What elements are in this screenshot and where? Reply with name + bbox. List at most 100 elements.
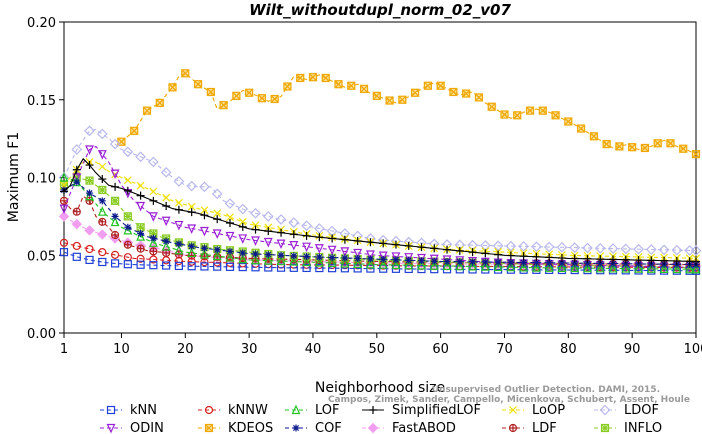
- point-cof: [545, 259, 553, 267]
- point-lof: [493, 261, 503, 272]
- point-cof: [558, 259, 566, 267]
- point-knn: [72, 252, 81, 261]
- point-kdeos: [321, 73, 330, 83]
- point-lof: [365, 258, 375, 269]
- y-tick-label: 0.15: [27, 94, 56, 109]
- point-knn: [98, 257, 107, 267]
- point-ldof: [556, 241, 568, 253]
- point-ldf: [123, 240, 132, 249]
- point-knn: [110, 259, 120, 268]
- point-ldof: [518, 241, 529, 252]
- point-odin: [187, 224, 197, 234]
- point-simplifiedlof: [251, 225, 260, 234]
- point-cof: [252, 250, 260, 258]
- point-knn: [162, 261, 171, 270]
- legend-label: ODIN: [130, 421, 164, 434]
- point-knn: [315, 263, 324, 273]
- point-simplifiedlof: [506, 251, 515, 260]
- point-ldof: [645, 244, 657, 255]
- point-lof: [570, 262, 580, 273]
- point-cof: [226, 247, 234, 255]
- point-lof: [238, 253, 248, 264]
- point-loop: [136, 181, 145, 190]
- point-simplifiedlof: [136, 191, 145, 200]
- y-tick-label: 0.05: [27, 249, 56, 264]
- point-kdeos: [308, 73, 318, 82]
- point-simplifiedlof: [532, 252, 541, 261]
- point-simplifiedlof: [353, 236, 362, 245]
- point-kdeos: [487, 102, 496, 111]
- legend-label: LOF: [315, 403, 340, 418]
- point-kdeos: [449, 87, 458, 97]
- point-simplifiedlof: [494, 250, 503, 259]
- point-kdeos: [283, 82, 292, 91]
- point-lof: [442, 260, 452, 271]
- point-lof: [519, 262, 529, 272]
- legend-marker: [367, 422, 379, 434]
- point-simplifiedlof: [455, 246, 464, 255]
- point-ldf: [59, 196, 69, 205]
- plot-frame: [63, 21, 697, 334]
- point-ldof: [492, 240, 504, 252]
- point-lof: [595, 262, 605, 273]
- point-lof: [97, 206, 107, 216]
- legend-label: LoOP: [532, 403, 565, 418]
- point-knnw: [174, 256, 184, 266]
- point-cof: [149, 234, 157, 242]
- point-ldf: [98, 217, 107, 226]
- series-line-ldof: [63, 128, 697, 252]
- legend-marker: [106, 405, 116, 415]
- legend-marker: [508, 423, 518, 433]
- point-odin: [238, 234, 248, 244]
- point-knn: [328, 264, 337, 273]
- point-loop: [174, 198, 183, 207]
- point-odin: [263, 237, 273, 248]
- point-lof: [302, 256, 312, 267]
- point-odin: [276, 239, 286, 250]
- point-cof: [315, 253, 323, 261]
- point-cof: [430, 257, 438, 265]
- chart-title: Wilt_withoutdupl_norm_02_v07: [249, 1, 511, 19]
- point-knn: [174, 261, 184, 271]
- point-knn: [557, 265, 567, 275]
- point-cof: [303, 252, 311, 260]
- point-odin: [251, 236, 260, 246]
- x-tick-label: 60: [432, 342, 449, 357]
- point-kdeos: [155, 98, 164, 107]
- point-simplifiedlof: [379, 239, 388, 248]
- point-cof: [162, 237, 170, 245]
- point-ldof: [607, 243, 619, 254]
- point-lof: [691, 263, 701, 274]
- legend-item-inflo: INFLO: [594, 421, 662, 434]
- point-knn: [302, 263, 311, 273]
- point-loop: [123, 176, 132, 185]
- legend-label: LDOF: [624, 403, 659, 418]
- point-odin: [110, 169, 120, 180]
- legend-marker: [509, 406, 517, 414]
- point-ldof: [594, 242, 606, 254]
- point-kdeos: [615, 142, 624, 151]
- legend-item-kdeos: KDEOS: [198, 421, 273, 434]
- point-simplifiedlof: [85, 161, 94, 170]
- point-ldof: [173, 176, 185, 187]
- point-lof: [314, 257, 324, 267]
- point-ldof: [620, 243, 632, 255]
- point-knn: [123, 260, 132, 269]
- point-ldof: [84, 125, 95, 137]
- point-knn: [213, 262, 222, 271]
- point-cof: [571, 259, 579, 267]
- point-knnw: [149, 255, 158, 264]
- legend-marker: [291, 404, 301, 415]
- point-cof: [469, 258, 477, 266]
- point-odin: [72, 173, 82, 183]
- legend: kNN kNNW LOF SimplifiedLOF LoOP LDOF ODIN KDEOS…: [100, 403, 662, 434]
- series-line-kdeos: [121, 72, 697, 155]
- point-simplifiedlof: [162, 202, 171, 211]
- point-odin: [289, 241, 299, 251]
- point-cof: [73, 178, 81, 186]
- point-lof: [136, 231, 146, 241]
- legend-item-knnw: kNNW: [198, 403, 268, 418]
- legend-label: COF: [315, 421, 342, 434]
- y-axis: 0.00 0.05 0.10 0.15 0.20: [27, 16, 64, 342]
- point-ldof: [160, 166, 172, 178]
